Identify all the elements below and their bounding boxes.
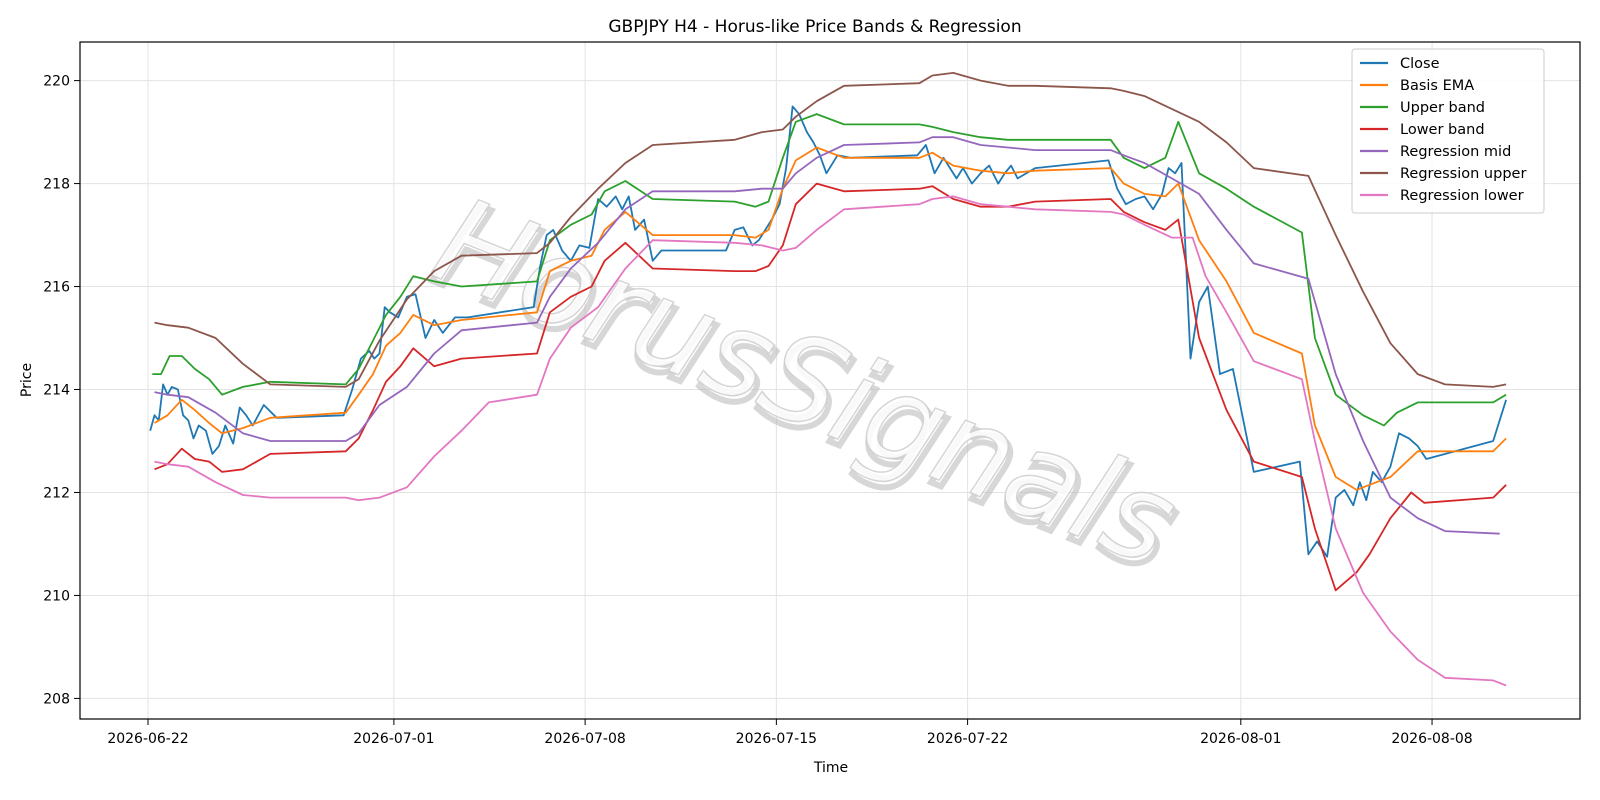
x-axis-label: Time [813,760,848,776]
grid-lines [80,42,1580,719]
x-tick-label: 2026-08-08 [1391,731,1472,747]
x-tick-label: 2026-07-01 [353,731,434,747]
x-tick-label: 2026-07-15 [736,731,817,747]
y-tick-label: 214 [43,383,70,399]
legend-box [1351,48,1545,214]
series-line-close [149,105,1507,558]
series-line-regression-lower [154,195,1507,687]
x-tick-label: 2026-07-22 [927,731,1008,747]
legend-entry: Regression upper [1400,166,1526,182]
y-tick-label: 216 [43,280,70,296]
y-tick-label: 208 [43,691,70,707]
y-tick-label: 210 [43,588,70,604]
series-lines [149,72,1507,687]
chart-title: GBPJPY H4 - Horus-like Price Bands & Reg… [608,17,1021,37]
y-axis-label: Price [19,363,35,397]
plot-frame [79,41,1581,720]
y-tick-label: 212 [43,485,70,501]
legend-entry: Regression lower [1400,188,1524,204]
legend: Close Basis EMA Upper band Lower band Regres… [1351,48,1545,214]
y-tick-label: 218 [43,177,70,193]
x-tick-label: 2026-08-01 [1200,731,1281,747]
series-line-upper-band [152,113,1507,427]
y-tick-label: 220 [43,74,70,90]
series-line-lower-band [154,182,1507,592]
x-tick-label: 2026-07-08 [544,731,625,747]
legend-entry: Close [1400,56,1440,72]
x-tick-label: 2026-06-22 [107,731,188,747]
series-line-regression-mid [154,136,1500,535]
legend-entry: Upper band [1400,100,1485,116]
legend-entry: Basis EMA [1400,78,1474,94]
legend-entry: Lower band [1400,122,1485,138]
series-line-regression-upper [154,72,1507,388]
y-axis: 208 210 212 214 216 218 220 [43,74,80,707]
x-axis: 2026-06-22 2026-07-01 2026-07-08 2026-07-15… [107,719,1473,747]
legend-entry: Regression mid [1400,144,1511,160]
